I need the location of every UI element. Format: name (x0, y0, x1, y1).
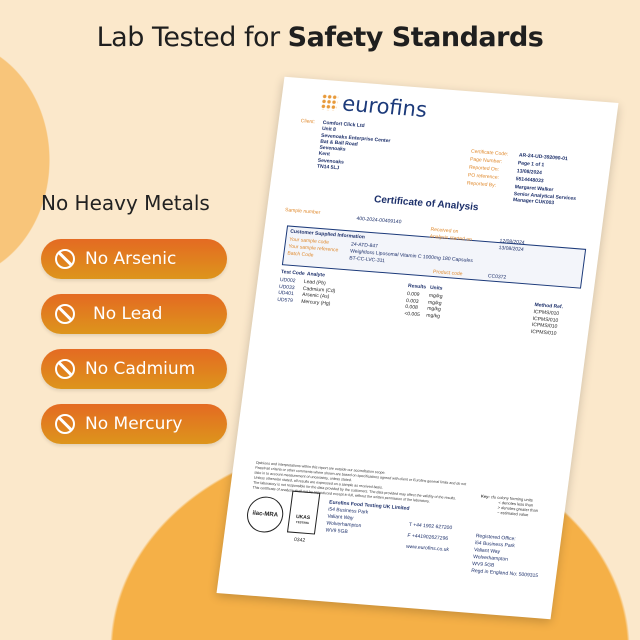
col-units: Units (429, 284, 443, 292)
ukas-logo: UKAS TESTING (286, 490, 321, 535)
col-test-code: Test Code (280, 269, 306, 277)
col-analyte: Analyte (306, 271, 326, 279)
meta-labels: Certificate Code: Page Number: Reported On… (466, 148, 509, 189)
badge-no-arsenic: No Arsenic (41, 239, 227, 279)
methods: ICPMS/010 ICPMS/010 ICPMS/010 ICPMS/010 (530, 309, 560, 337)
key: Key: cfu colony forming units < denotes l… (480, 493, 539, 518)
eurofins-dots-icon (320, 93, 339, 111)
ban-icon (55, 304, 75, 324)
ukas-number: 0342 (293, 536, 306, 544)
meta-values: AR-24-UD-392090-01 Page 1 of 1 13/08/2024 5… (512, 152, 577, 207)
ilac-mra-logo: ilac-MRA (244, 495, 286, 534)
ban-icon (55, 249, 75, 269)
badge-no-lead: No Lead (41, 294, 227, 334)
client-label: Client: (300, 118, 316, 126)
sample-number: 400-2024-00409140 (356, 215, 402, 226)
headline: Lab Tested for Safety Standards (96, 22, 544, 53)
registered-office: Registered Office: i54 Business Park Valia… (470, 533, 539, 580)
badge-no-cadmium: No Cadmium (41, 349, 227, 389)
units: mg/kg mg/kg mg/kg mg/kg (425, 292, 443, 320)
badge-no-mercury: No Mercury (41, 404, 227, 444)
subheading: No Heavy Metals (41, 191, 210, 215)
certificate-document: eurofins Client: Comfort Click Ltd Unit 8… (216, 76, 619, 620)
notes: Opinions and interpretations within this… (252, 460, 467, 504)
lab-contact: T +44 1902 627200 F +441902627296 www.euro… (405, 521, 453, 554)
analytes: Lead (Pb) Cadmium (Cd) Arsenic (As) Mercury… (300, 278, 336, 307)
ban-icon (55, 414, 75, 434)
col-results: Results (407, 283, 427, 291)
results: 0.009 0.003 0.008 <0.005 (404, 291, 421, 318)
test-codes: UD002 UD033 UD401 UD579 (276, 277, 296, 304)
sample-number-label: Sample number (284, 207, 321, 216)
certificate-title: Certificate of Analysis (373, 194, 480, 214)
eurofins-logo: eurofins (320, 90, 428, 122)
client-address: Comfort Click Ltd Unit 8 Sevenoaks Enterpr… (316, 119, 391, 172)
lab-address: Eurofins Food Testing UK Limited i54 Busi… (325, 499, 410, 536)
ban-icon (55, 359, 75, 379)
